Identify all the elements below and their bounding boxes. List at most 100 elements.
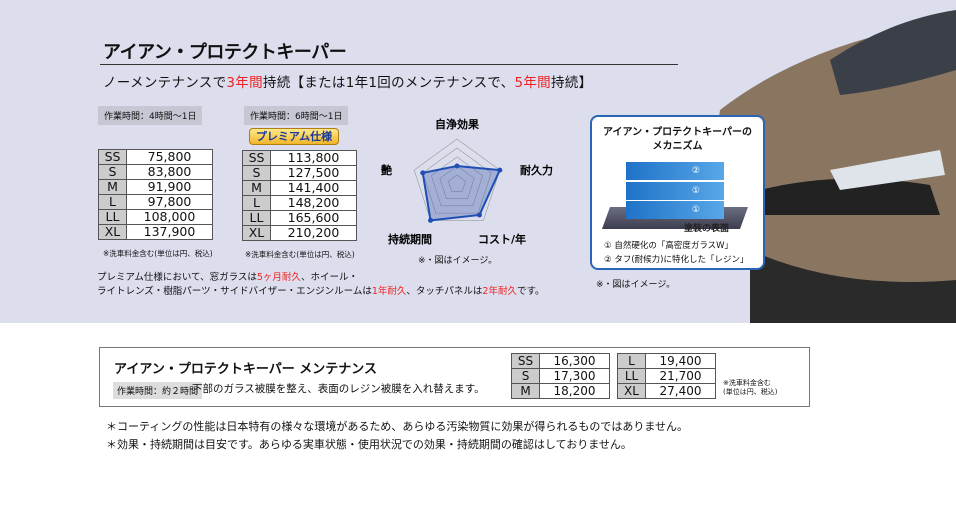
price-row: SS 113,800 bbox=[242, 150, 357, 166]
size-label: S bbox=[98, 164, 127, 180]
price-row: L 97,800 bbox=[98, 194, 213, 210]
premium-work-time: 作業時間：6時間〜1日 bbox=[244, 106, 349, 125]
radar-axis-label: 艶 bbox=[381, 163, 392, 177]
size-label: L bbox=[98, 194, 127, 210]
radar-axis-label: 耐久力 bbox=[520, 163, 553, 177]
size-label: L bbox=[617, 353, 646, 369]
size-label: LL bbox=[617, 368, 646, 384]
disclaimer: ＊コーティングの性能は日本特有の様々な環境があるため、あらゆる汚染物質に効果が得… bbox=[106, 420, 689, 433]
price-value: 91,900 bbox=[126, 179, 213, 195]
layer-glass: ① bbox=[626, 182, 724, 200]
radar-grid bbox=[413, 138, 501, 221]
price-value: 108,000 bbox=[126, 209, 213, 225]
price-value: 97,800 bbox=[126, 194, 213, 210]
size-label: LL bbox=[242, 210, 271, 226]
size-label: XL bbox=[98, 224, 127, 240]
price-value: 17,300 bbox=[539, 368, 610, 384]
maintenance-desc: 下部のガラス被膜を整え、表面のレジン被膜を入れ替えます。 bbox=[192, 383, 485, 395]
radar-grid bbox=[439, 165, 475, 199]
price-row: LL 108,000 bbox=[98, 209, 213, 225]
disclaimer: ＊効果・持続期間は目安です。あらゆる実車状態・使用状況での効果・持続期間の確認は… bbox=[106, 438, 632, 451]
price-row: S 83,800 bbox=[98, 164, 213, 180]
size-label: SS bbox=[242, 150, 271, 166]
maintenance-price-table-right: L 19,400 LL 21,700 XL 27,400 bbox=[617, 353, 716, 399]
car-image bbox=[716, 10, 956, 323]
standard-note: ※洗車料金含む(単位は円、税込) bbox=[103, 249, 213, 258]
size-label: S bbox=[511, 368, 540, 384]
page-title: アイアン・プロテクトキーパー bbox=[103, 42, 347, 63]
price-row: LL 165,600 bbox=[242, 210, 357, 226]
price-value: 75,800 bbox=[126, 149, 213, 165]
maintenance-box: アイアン・プロテクトキーパー メンテナンス 作業時間：約２時間 下部のガラス被膜… bbox=[99, 347, 810, 407]
size-label: XL bbox=[617, 383, 646, 399]
price-row: M 18,200 bbox=[511, 383, 610, 399]
price-row: S 17,300 bbox=[511, 368, 610, 384]
radar-point bbox=[420, 170, 426, 176]
mechanism-item: ② タフ(耐候力)に特化した「レジン」 bbox=[604, 255, 749, 265]
price-row: LL 21,700 bbox=[617, 368, 716, 384]
subtitle: ノーメンテナンスで3年間持続【または1年1回のメンテナンスで、5年間持続】 bbox=[103, 75, 593, 91]
standard-work-time: 作業時間：4時間〜1日 bbox=[98, 106, 203, 125]
premium-price-table: SS 113,800 S 127,500 M 141,400 L 148,200 LL 165,6… bbox=[242, 150, 357, 241]
price-value: 21,700 bbox=[645, 368, 716, 384]
price-value: 165,600 bbox=[270, 210, 357, 226]
paint-surface-label: 塗装の表面 bbox=[684, 224, 730, 234]
price-value: 113,800 bbox=[270, 150, 357, 166]
price-value: 83,800 bbox=[126, 164, 213, 180]
radar-point bbox=[497, 167, 503, 173]
mechanism-title: アイアン・プロテクトキーパーの bbox=[603, 127, 752, 138]
radar-axis-label: 持続期間 bbox=[388, 232, 432, 246]
price-row: M 91,900 bbox=[98, 179, 213, 195]
price-value: 127,500 bbox=[270, 165, 357, 181]
size-label: M bbox=[242, 180, 271, 196]
price-row: SS 16,300 bbox=[511, 353, 610, 369]
divider bbox=[100, 64, 678, 65]
size-label: SS bbox=[511, 353, 540, 369]
price-row: L 19,400 bbox=[617, 353, 716, 369]
radar-point bbox=[428, 217, 434, 223]
radar-axis-label: 自浄効果 bbox=[435, 117, 479, 131]
maintenance-work-time: 作業時間：約２時間 bbox=[113, 382, 203, 399]
size-label: M bbox=[98, 179, 127, 195]
radar-grid bbox=[430, 156, 484, 207]
size-label: L bbox=[242, 195, 271, 211]
size-label: LL bbox=[98, 209, 127, 225]
price-value: 137,900 bbox=[126, 224, 213, 240]
price-value: 16,300 bbox=[539, 353, 610, 369]
price-value: 141,400 bbox=[270, 180, 357, 196]
radar-grid bbox=[448, 174, 466, 192]
mechanism-box: アイアン・プロテクトキーパーの メカニズム ② ① ① 塗装の表面 ① 自然硬化の… bbox=[590, 115, 765, 270]
premium-note: ※洗車料金含む(単位は円、税込) bbox=[245, 250, 355, 259]
price-row: M 141,400 bbox=[242, 180, 357, 196]
radar-point bbox=[476, 212, 482, 218]
mechanism-note: ※・図はイメージ。 bbox=[596, 280, 676, 290]
layer-glass: ① bbox=[626, 201, 724, 219]
size-label: S bbox=[242, 165, 271, 181]
price-value: 148,200 bbox=[270, 195, 357, 211]
radar-note: ※・図はイメージ。 bbox=[418, 256, 498, 266]
layer-resin: ② bbox=[626, 162, 724, 180]
radar-point bbox=[454, 163, 460, 169]
radar-axis-label: コスト/年 bbox=[478, 232, 526, 246]
mechanism-item: ① 自然硬化の「高密度ガラスW」 bbox=[604, 241, 734, 251]
price-row: XL 210,200 bbox=[242, 225, 357, 241]
price-row: L 148,200 bbox=[242, 195, 357, 211]
maintenance-price-table-left: SS 16,300 S 17,300 M 18,200 bbox=[511, 353, 610, 399]
price-value: 27,400 bbox=[645, 383, 716, 399]
premium-badge: プレミアム仕様 bbox=[249, 128, 339, 145]
size-label: M bbox=[511, 383, 540, 399]
price-row: SS 75,800 bbox=[98, 149, 213, 165]
maintenance-title: アイアン・プロテクトキーパー メンテナンス bbox=[114, 362, 377, 377]
premium-durability-note: プレミアム仕様において、窓ガラスは5ヶ月耐久、ホイール・ ライトレンズ・樹脂パー… bbox=[97, 272, 545, 297]
price-value: 19,400 bbox=[645, 353, 716, 369]
price-row: XL 137,900 bbox=[98, 224, 213, 240]
size-label: XL bbox=[242, 225, 271, 241]
price-value: 18,200 bbox=[539, 383, 610, 399]
mechanism-subtitle: メカニズム bbox=[652, 141, 703, 152]
size-label: SS bbox=[98, 149, 127, 165]
maintenance-note: ※洗車料金含む (単位は円、税込) bbox=[723, 379, 778, 396]
price-row: S 127,500 bbox=[242, 165, 357, 181]
standard-price-table: SS 75,800 S 83,800 M 91,900 L 97,800 LL 108,000 XL… bbox=[98, 149, 213, 240]
price-row: XL 27,400 bbox=[617, 383, 716, 399]
